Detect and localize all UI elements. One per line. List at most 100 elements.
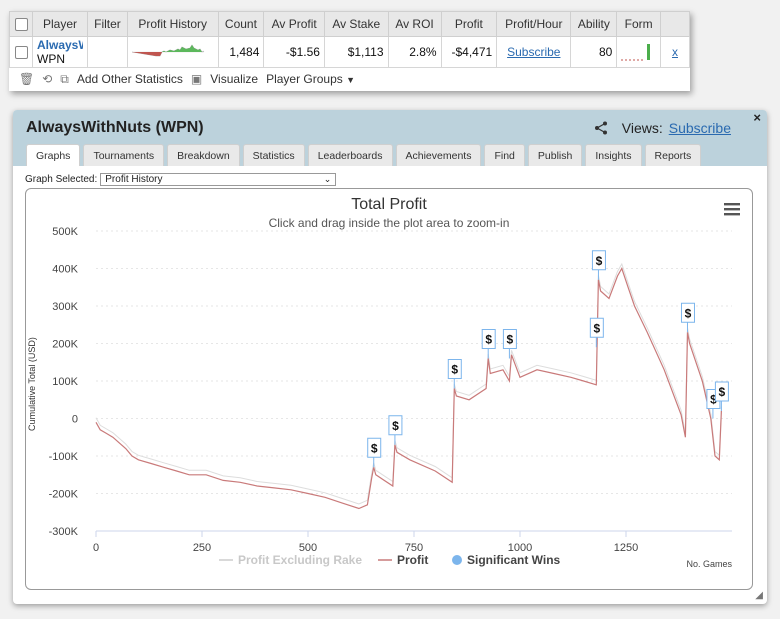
trash-icon[interactable]: 🗑 [19,72,35,86]
profit-chart[interactable]: 500K 400K 300K 200K 100K 0 -100K -200K -300K 0 25… [26,189,752,589]
views-area: Views: Subscribe [594,120,731,136]
significant-win-marker[interactable]: $ [367,437,382,468]
player-groups-dropdown[interactable]: Player Groups ▼ [266,72,355,86]
share-icon[interactable] [594,121,608,135]
significant-win-marker[interactable]: $ [714,381,729,411]
av-profit-cell: -$1.56 [263,36,325,68]
row-checkbox[interactable] [14,46,28,60]
refresh-icon[interactable]: ⟲ [42,72,53,86]
select-all-header[interactable] [9,11,33,37]
significant-win-flag [481,329,496,349]
profit-cell: -$4,471 [440,36,498,68]
select-all-checkbox[interactable] [14,18,28,32]
significant-win-flag [714,381,729,402]
significant-win-label: $ [596,254,603,268]
tab-find[interactable]: Find [484,144,525,166]
panel-tabs: Graphs Tournaments Breakdown Statistics … [26,144,702,166]
profit-excluding-rake-line [95,262,722,505]
graph-select-row: Graph Selected: Profit History ⌄ [25,173,337,186]
chart-subtitle: Click and drag inside the plot area to z… [269,216,510,230]
row-select-cell[interactable] [9,36,33,68]
legend-item-excl-rake[interactable]: Profit Excluding Rake [219,553,362,567]
significant-win-marker[interactable]: $ [591,250,606,280]
player-name-link[interactable]: AlwaysW [37,38,83,52]
tab-tournaments[interactable]: Tournaments [83,144,165,166]
legend-label-excl-rake: Profit Excluding Rake [238,553,362,567]
significant-win-label: $ [485,333,492,347]
significant-win-flag [502,329,517,349]
profit-history-sparkline[interactable] [126,36,219,68]
significant-win-marker[interactable]: $ [388,415,403,445]
close-icon[interactable]: × [753,110,761,125]
header-profit-hour[interactable]: Profit/Hour [496,11,572,37]
resize-handle-icon[interactable]: ◢ [755,590,763,601]
remove-cell: x [660,36,690,68]
tab-graphs[interactable]: Graphs [26,144,81,166]
significant-win-marker[interactable]: $ [481,329,496,359]
remove-row-link[interactable]: x [672,45,678,59]
significant-win-marker[interactable]: $ [680,302,695,333]
legend-label-profit: Profit [397,553,428,567]
profit-hour-subscribe-link[interactable]: Subscribe [507,45,561,59]
tab-reports[interactable]: Reports [644,144,702,166]
significant-win-flag [447,359,462,379]
form-sparkline [621,43,651,60]
chart-title: Total Profit [351,196,427,213]
header-av-stake[interactable]: Av Stake [323,11,389,37]
header-player[interactable]: Player [32,11,88,37]
tab-breakdown[interactable]: Breakdown [167,144,240,166]
graph-select-dropdown[interactable]: Profit History ⌄ [100,173,337,186]
y-tick-label: 100K [52,376,78,388]
add-other-statistics-button[interactable]: Add Other Statistics [76,72,183,86]
add-stats-icon[interactable]: ⧉ [60,71,69,86]
chart-legend: Profit Excluding Rake Profit Significant… [219,553,561,567]
views-subscribe-link[interactable]: Subscribe [668,120,731,136]
header-ability[interactable]: Ability [570,11,618,37]
legend-label-significant-wins: Significant Wins [467,553,561,567]
panel-title: AlwaysWithNuts (WPN) [26,119,204,136]
x-tick-label: 1000 [508,542,532,554]
header-count[interactable]: Count [217,11,265,37]
legend-item-significant-wins[interactable]: Significant Wins [452,553,561,567]
y-tick-label: -300K [49,526,79,538]
player-panel: AlwaysWithNuts (WPN) × Views: Subscribe … [13,110,767,604]
significant-win-marker[interactable]: $ [589,317,604,348]
y-tick-label: -200K [49,489,79,501]
ability-cell: 80 [570,36,618,68]
profit-hour-cell: Subscribe [496,36,572,68]
legend-item-profit[interactable]: Profit [378,553,428,567]
tab-statistics[interactable]: Statistics [242,144,305,166]
header-av-roi[interactable]: Av ROI [387,11,442,37]
significant-win-label: $ [710,393,717,407]
av-roi-cell: 2.8% [387,36,442,68]
image-icon[interactable]: ▣ [190,72,203,86]
tab-achievements[interactable]: Achievements [395,144,482,166]
tab-publish[interactable]: Publish [527,144,583,166]
stats-toolbar: 🗑 ⟲ ⧉ Add Other Statistics ▣ Visualize P… [9,68,690,90]
panel-header: AlwaysWithNuts (WPN) × Views: Subscribe … [13,110,767,166]
chart-container[interactable]: 500K 400K 300K 200K 100K 0 -100K -200K -300K 0 25… [25,188,753,590]
header-filter[interactable]: Filter [87,11,128,37]
x-tick-label: 1250 [614,542,638,554]
y-tick-label: -100K [49,451,79,463]
significant-win-marker[interactable]: $ [447,359,462,389]
form-cell[interactable] [616,36,661,68]
player-cell: AlwaysW WPN [32,36,88,68]
filter-cell[interactable] [87,36,128,68]
header-profit-history[interactable]: Profit History [126,11,219,37]
y-tick-label: 400K [52,264,78,276]
tab-leaderboards[interactable]: Leaderboards [307,144,393,166]
menu-icon[interactable] [724,203,740,216]
significant-win-label: $ [371,441,378,455]
visualize-button[interactable]: Visualize [210,72,259,86]
significant-win-marker[interactable]: $ [502,329,517,359]
header-profit[interactable]: Profit [440,11,498,37]
header-av-profit[interactable]: Av Profit [263,11,325,37]
x-tick-label: 500 [299,542,317,554]
header-form[interactable]: Form [616,11,661,37]
tab-insights[interactable]: Insights [585,144,642,166]
profit-line [95,267,722,510]
significant-win-flag [388,415,403,436]
y-tick-label: 500K [52,226,78,238]
x-axis-label: No. Games [686,559,732,569]
